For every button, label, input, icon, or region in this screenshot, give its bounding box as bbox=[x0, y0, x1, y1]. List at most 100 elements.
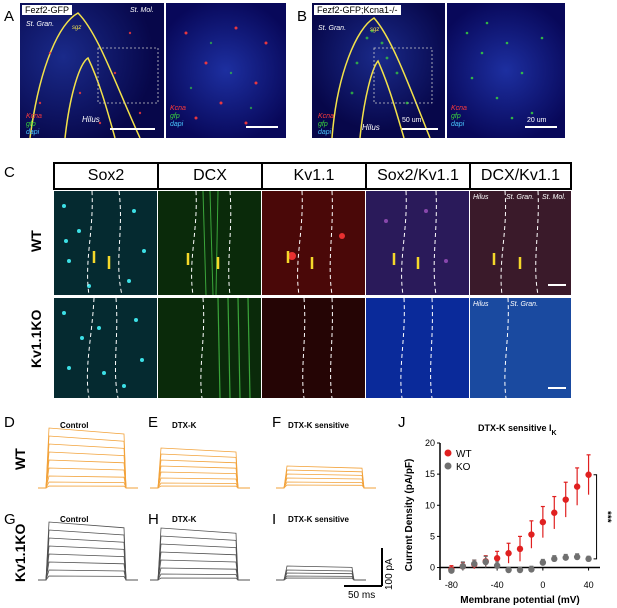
column-header-dcx: DCX bbox=[157, 162, 263, 190]
panel-letter-d: D bbox=[4, 414, 15, 431]
panel-a-hilus-label: Hilus bbox=[82, 115, 100, 124]
panel-a-legend-kcna: Kcna bbox=[26, 113, 42, 120]
current-trace bbox=[38, 443, 138, 489]
chart-y-axis-label: Current Density (pA/pF) bbox=[404, 459, 415, 572]
data-point bbox=[539, 559, 547, 566]
trace-title-f: DTX-K sensitive bbox=[288, 421, 349, 430]
data-point bbox=[528, 566, 535, 573]
panel-b-legend-kcna: Kcna bbox=[318, 113, 334, 120]
panel-a-title: Fezf2-GFP bbox=[22, 5, 73, 15]
panel-a-sgz-label: sgz bbox=[72, 25, 82, 31]
trace-title-i: DTX-K sensitive bbox=[288, 515, 349, 524]
panel-b-hilus-label: Hilus bbox=[362, 123, 380, 132]
panel-letter-j: J bbox=[398, 414, 406, 431]
data-point bbox=[493, 562, 501, 569]
ko-overlay-st-gran-label: St. Gran. bbox=[510, 301, 539, 308]
panel-a-zoom-legend-dapi: dapi bbox=[170, 121, 184, 128]
data-point bbox=[482, 558, 489, 566]
data-point bbox=[493, 555, 501, 562]
image-wt-sox2 bbox=[54, 191, 157, 295]
x-tick-label: -40 bbox=[491, 580, 504, 590]
traces-d bbox=[38, 427, 138, 489]
column-header-dcx-kv11: DCX/Kv1.1 bbox=[469, 162, 572, 190]
data-point bbox=[573, 483, 581, 490]
y-tick-label: 0 bbox=[430, 563, 435, 573]
significance-bracket bbox=[593, 474, 598, 560]
panel-b-legend-dapi: dapi bbox=[318, 129, 332, 136]
trace-title-g: Control bbox=[60, 515, 89, 524]
current-trace bbox=[38, 467, 138, 489]
trace-title-d: Control bbox=[60, 421, 89, 430]
current-trace bbox=[150, 551, 250, 581]
current-trace bbox=[150, 573, 250, 581]
trace-title-h: DTX-K bbox=[172, 515, 197, 524]
panel-a-zoom-legend-gfp: gfp bbox=[170, 113, 180, 120]
image-ko-sox2-kv11 bbox=[366, 298, 469, 398]
data-point bbox=[585, 471, 592, 478]
data-point bbox=[562, 496, 569, 503]
data-point bbox=[539, 518, 547, 526]
data-point bbox=[573, 553, 581, 561]
current-trace bbox=[276, 484, 376, 489]
panel-a-st-gran-label: St. Gran. bbox=[26, 21, 55, 28]
current-trace bbox=[150, 465, 250, 489]
image-ko-dcx bbox=[158, 298, 261, 398]
current-trace bbox=[150, 527, 250, 581]
current-trace bbox=[150, 485, 250, 489]
data-point bbox=[528, 531, 535, 538]
panel-b-title: Fezf2-GFP;Kcna1-/- bbox=[314, 5, 401, 15]
current-trace bbox=[276, 477, 376, 489]
current-trace bbox=[38, 537, 138, 581]
scalebar-time-label: 50 ms bbox=[348, 590, 376, 601]
panel-b-zoom-legend-kcna: Kcna bbox=[451, 105, 467, 112]
panel-a-zoom-legend-kcna: Kcna bbox=[170, 105, 186, 112]
traces-h bbox=[150, 527, 250, 581]
panel-letter-i: I bbox=[272, 511, 277, 528]
panel-letter-c: C bbox=[4, 164, 15, 181]
current-trace bbox=[150, 471, 250, 489]
current-trace bbox=[38, 459, 138, 489]
column-header-kv11: Kv1.1 bbox=[261, 162, 367, 190]
current-trace bbox=[150, 559, 250, 581]
panel-b-zoom-legend-dapi: dapi bbox=[451, 121, 465, 128]
trace-title-e: DTX-K bbox=[172, 421, 197, 430]
panel-b-zoom-image: Kcna gfp dapi 20 um bbox=[447, 3, 565, 138]
image-ko-sox2 bbox=[54, 298, 157, 398]
data-point bbox=[562, 554, 569, 561]
data-point bbox=[471, 560, 478, 568]
column-header-sox2-kv11: Sox2/Kv1.1 bbox=[365, 162, 471, 190]
panel-letter-g: G bbox=[4, 511, 16, 528]
current-trace bbox=[38, 569, 138, 581]
data-point bbox=[516, 566, 524, 574]
wt-overlay-st-mol-label: St. Mol. bbox=[542, 194, 566, 201]
wt-overlay-hilus-label: Hilus bbox=[473, 194, 489, 201]
panel-a-zoom-image: Kcna gfp dapi bbox=[166, 3, 286, 138]
current-trace bbox=[38, 435, 138, 489]
traces-g bbox=[38, 521, 138, 581]
panel-b-dentate-outline bbox=[331, 17, 438, 138]
legend-label-wt: WT bbox=[456, 449, 472, 460]
current-trace bbox=[150, 577, 250, 581]
data-point bbox=[459, 563, 467, 570]
data-point bbox=[505, 550, 512, 557]
panel-b-scale-label: 50 um bbox=[402, 117, 422, 124]
traces-f bbox=[276, 465, 376, 489]
panel-b-zoom-legend-gfp: gfp bbox=[451, 113, 461, 120]
current-trace bbox=[38, 575, 138, 581]
scalebar-current-label: 100 pA bbox=[384, 558, 395, 590]
traces-i bbox=[276, 565, 366, 581]
data-point bbox=[516, 545, 524, 553]
x-tick-label: 0 bbox=[540, 580, 545, 590]
panel-b-sgz-label: sgz bbox=[370, 27, 380, 33]
data-point bbox=[448, 567, 455, 574]
legend-marker-ko bbox=[444, 462, 452, 470]
traces-e bbox=[150, 447, 250, 489]
data-point bbox=[505, 566, 512, 574]
y-tick-label: 15 bbox=[425, 469, 435, 479]
panel-letter-f: F bbox=[272, 414, 282, 431]
legend-marker-wt bbox=[444, 449, 452, 457]
panel-a-legend-dapi: dapi bbox=[26, 129, 40, 136]
legend-label-ko: KO bbox=[456, 462, 471, 473]
panel-letter-e: E bbox=[148, 414, 159, 431]
